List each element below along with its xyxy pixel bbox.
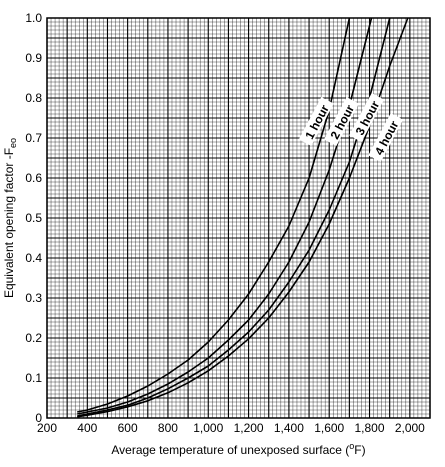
curve-label-background <box>368 113 404 163</box>
series-layer <box>77 17 409 418</box>
x-axis-title-main: Average temperature of unexposed surface… <box>111 443 349 457</box>
curve-label-background <box>349 93 385 143</box>
series-line-3-hour <box>77 17 391 417</box>
x-axis-title: Average temperature of unexposed surface… <box>111 441 365 457</box>
plot-frame <box>46 17 431 419</box>
y-tick-label: 0.6 <box>25 171 42 185</box>
x-axis-title-sup: o <box>349 441 354 451</box>
x-tick-label: 2,000 <box>395 421 425 435</box>
y-axis-title: Equivalent opening factor -Feo <box>2 138 18 298</box>
y-tick-label: 0.2 <box>25 331 42 345</box>
y-axis-title-sub: eo <box>8 138 18 148</box>
y-tick-label: 0.9 <box>25 51 42 65</box>
major-gridlines <box>46 17 431 419</box>
y-tick-label: 0.8 <box>25 91 42 105</box>
x-tick-label: 400 <box>77 421 97 435</box>
y-tick-label: 0.1 <box>25 371 42 385</box>
y-tick-labels: 0 0.1 0.2 0.3 0.4 0.5 0.6 0.7 0.8 0.9 1.0 <box>25 11 42 425</box>
y-tick-label: 0.3 <box>25 291 42 305</box>
y-tick-label: 0 <box>35 411 42 425</box>
x-tick-label: 800 <box>158 421 178 435</box>
series-line-2-hour <box>77 17 373 415</box>
x-tick-label: 1,200 <box>234 421 264 435</box>
y-tick-label: 0.5 <box>25 211 42 225</box>
x-tick-label: 1,000 <box>193 421 223 435</box>
series-line-4-hour <box>77 17 409 418</box>
x-tick-label: 1,400 <box>274 421 304 435</box>
x-tick-label: 1,800 <box>355 421 385 435</box>
x-tick-label: 1,600 <box>314 421 344 435</box>
series-line-1-hour <box>77 17 351 413</box>
y-axis-title-main: Equivalent opening factor -F <box>2 148 16 298</box>
x-tick-label: 200 <box>37 421 57 435</box>
curve-label-background <box>323 97 359 147</box>
x-tick-labels: 200 400 600 800 1,000 1,200 1,400 1,600 1,800 2,0… <box>37 421 425 435</box>
y-tick-label: 0.4 <box>25 251 42 265</box>
x-axis-title-unit: F) <box>354 443 365 457</box>
y-tick-label: 0.7 <box>25 131 42 145</box>
y-tick-label: 1.0 <box>25 11 42 25</box>
x-tick-label: 600 <box>118 421 138 435</box>
curve-label-background <box>298 97 334 147</box>
